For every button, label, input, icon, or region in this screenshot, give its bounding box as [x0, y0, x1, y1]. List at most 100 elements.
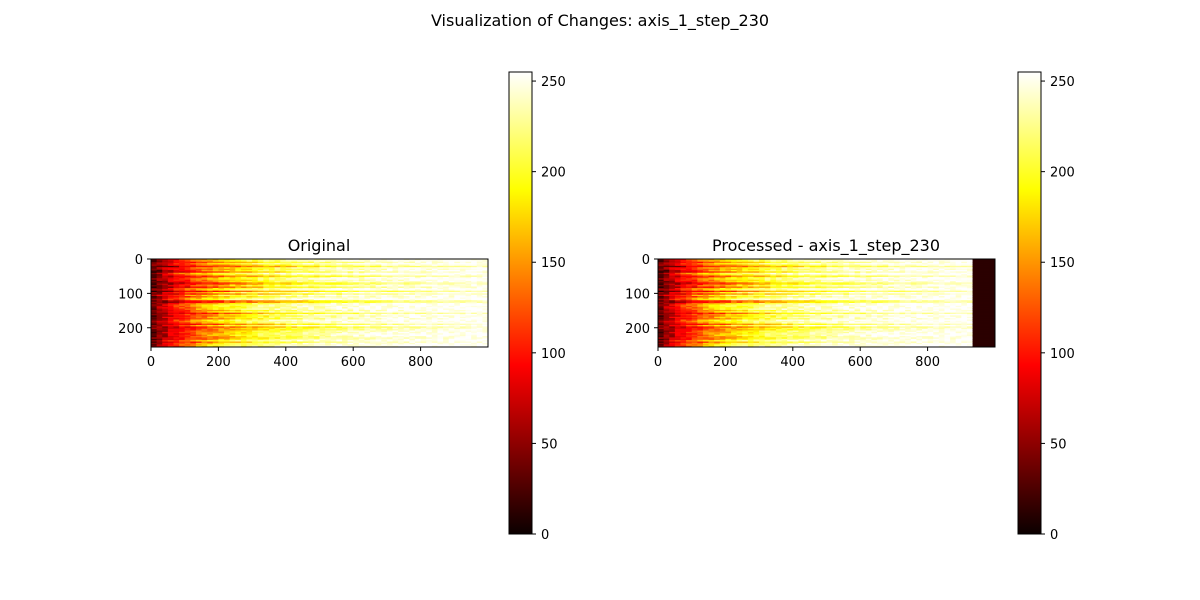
heatmap-cell [770, 279, 777, 282]
heatmap-cell [905, 278, 912, 281]
heatmap-cell [336, 267, 343, 270]
heatmap-cell [201, 344, 208, 347]
heatmap-cell [471, 319, 478, 322]
heatmap-cell [179, 331, 186, 334]
heatmap-cell [218, 272, 225, 275]
heatmap-cell [358, 341, 365, 344]
heatmap-cell [426, 327, 433, 330]
heatmap-cell [325, 338, 332, 341]
heatmap-cell [403, 276, 410, 279]
heatmap-cell [459, 308, 466, 311]
heatmap-cell [398, 312, 405, 315]
heatmap-cell [218, 261, 225, 264]
heatmap-cell [207, 282, 214, 285]
heatmap-cell [280, 275, 287, 278]
heatmap-cell [207, 305, 214, 308]
heatmap-cell [308, 279, 315, 282]
heatmap-cell [843, 279, 850, 282]
heatmap-cell [403, 272, 410, 275]
heatmap-cell [179, 271, 186, 274]
heatmap-cell [669, 275, 676, 278]
heatmap-cell [353, 320, 360, 323]
heatmap-cell [308, 334, 315, 337]
x-tick-label: 800 [408, 355, 433, 370]
heatmap-cell [899, 281, 906, 283]
heatmap-cell [280, 261, 287, 264]
heatmap-cell [353, 327, 360, 330]
heatmap-cell [184, 285, 191, 287]
heatmap-cell [448, 322, 455, 325]
heatmap-cell [663, 274, 670, 276]
heatmap-cell [364, 296, 371, 298]
heatmap-cell [358, 326, 365, 329]
heatmap-cell [358, 333, 365, 336]
heatmap-cell [341, 261, 348, 264]
heatmap-cell [370, 316, 377, 319]
heatmap-cell [403, 286, 410, 289]
heatmap-cell [285, 333, 292, 336]
heatmap-cell [386, 333, 393, 336]
heatmap-cell [420, 286, 427, 289]
heatmap-cell [426, 271, 433, 274]
heatmap-cell [297, 344, 304, 347]
heatmap-cell [691, 275, 698, 278]
heatmap-cell [229, 319, 236, 322]
heatmap-cell [151, 311, 158, 314]
heatmap-cell [370, 342, 377, 345]
heatmap-cell [398, 322, 405, 325]
heatmap-cell [414, 289, 421, 292]
heatmap-cell [330, 264, 337, 267]
heatmap-cell [961, 282, 968, 285]
heatmap-cell [325, 290, 332, 293]
heatmap-cell [330, 289, 337, 292]
heatmap-cell [246, 301, 253, 304]
heatmap-cell [201, 294, 208, 297]
heatmap-cell [280, 296, 287, 298]
heatmap-cell [826, 278, 833, 281]
heatmap-cell [420, 308, 427, 311]
heatmap-cell [280, 338, 287, 341]
heatmap-cell [291, 296, 298, 298]
heatmap-cell [398, 282, 405, 285]
heatmap-cell [325, 272, 332, 275]
heatmap-cell [330, 341, 337, 344]
heatmap-cell [658, 283, 665, 286]
heatmap-cell [375, 322, 382, 325]
heatmap-cell [173, 318, 180, 320]
heatmap-cell [229, 283, 236, 286]
heatmap-cell [398, 285, 405, 287]
heatmap-cell [201, 326, 208, 329]
heatmap-cell [308, 344, 315, 347]
heatmap-cell [938, 265, 945, 268]
heatmap-cell [240, 314, 247, 316]
heatmap-cell [482, 276, 489, 279]
heatmap-cell [691, 272, 698, 275]
heatmap-cell [386, 300, 393, 303]
heatmap-cell [437, 260, 444, 263]
heatmap-cell [420, 298, 427, 301]
heatmap-cell [151, 275, 158, 278]
heatmap-cell [190, 331, 197, 334]
heatmap-cell [375, 283, 382, 286]
heatmap-cell [364, 304, 371, 307]
heatmap-cell [854, 282, 861, 285]
heatmap-cell [386, 308, 393, 311]
heatmap-cell [313, 341, 320, 344]
heatmap-cell [426, 289, 433, 292]
heatmap-cell [212, 326, 219, 329]
heatmap-cell [246, 271, 253, 274]
heatmap-cell [353, 308, 360, 311]
heatmap-cell [854, 268, 861, 271]
heatmap-cell [207, 319, 214, 322]
heatmap-cell [370, 298, 377, 301]
heatmap-cell [341, 307, 348, 309]
heatmap-cell [319, 260, 326, 263]
heatmap-cell [674, 263, 681, 265]
heatmap-cell [156, 285, 163, 287]
heatmap-cell [274, 320, 281, 323]
heatmap-cell [190, 322, 197, 325]
heatmap-cell [944, 261, 951, 264]
heatmap-cell [386, 319, 393, 322]
heatmap-cell [443, 330, 450, 333]
heatmap-cell [448, 278, 455, 281]
